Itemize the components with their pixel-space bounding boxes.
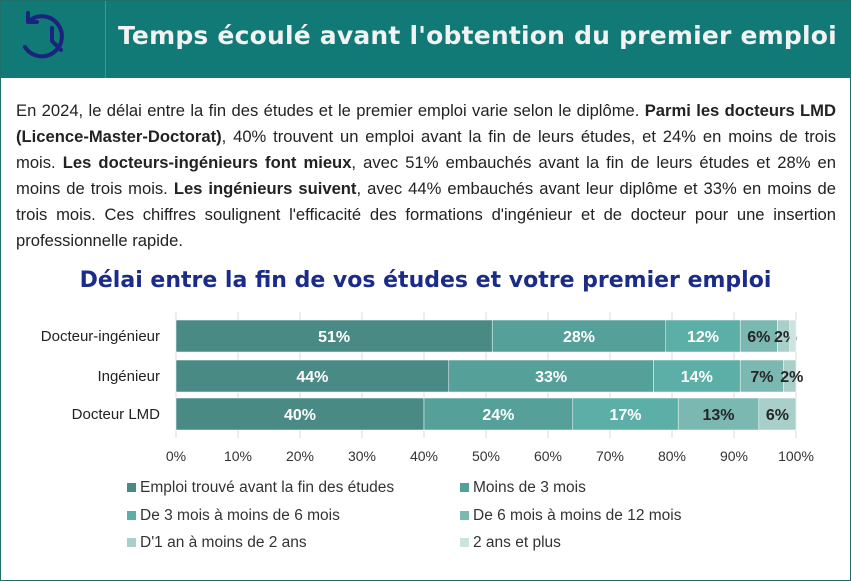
data-label: 40% [284,407,316,424]
bar-segment [739,319,778,353]
data-label: 12% [687,329,719,346]
data-label: 6% [747,329,770,346]
data-label: 6% [766,407,789,424]
data-label: 13% [702,407,734,424]
chart-title: Délai entre la fin de vos études et votr… [79,268,772,293]
legend-label: D'1 an à moins de 2 ans [140,534,307,551]
paragraph-segment: En 2024, le délai entre la fin des étude… [16,101,645,120]
x-tick-label: 40% [410,448,438,464]
bar-segment [783,359,797,393]
x-tick-label: 60% [534,448,562,464]
data-label: 28% [563,329,595,346]
legend-swatch [127,511,136,520]
data-label: 24% [482,407,514,424]
category-label: Docteur-ingénieur [41,328,160,345]
legend-swatch [127,483,136,492]
data-label: 2% [780,369,803,386]
paragraph-segment: , 40% trouvent un emploi avant la fin de… [16,127,836,172]
header: Temps écoulé avant l'obtention du premie… [1,1,850,78]
bar-segment [739,359,784,393]
data-label: 44% [296,369,328,386]
x-tick-label: 0% [166,448,186,464]
bar-segment [758,397,797,431]
bar-segment [677,397,760,431]
legend-label: De 6 mois à moins de 12 mois [473,507,682,524]
paragraph-segment: , avec 44% embauchés avant leur diplôme … [16,179,836,250]
data-label: 17% [609,407,641,424]
paragraph-segment: Les docteurs-ingénieurs font mieux [62,153,352,172]
category-label: Docteur LMD [72,406,161,423]
legend-swatch [460,538,469,547]
x-tick-label: 90% [720,448,748,464]
x-tick-label: 70% [596,448,624,464]
legend-label: Moins de 3 mois [473,479,586,496]
x-tick-label: 100% [778,448,814,464]
summary-paragraph: En 2024, le délai entre la fin des étude… [16,98,836,254]
bar-segment [175,397,425,431]
legend-label: Emploi trouvé avant la fin des études [140,479,394,496]
bar-segment [175,319,493,353]
x-tick-label: 30% [348,448,376,464]
legend-label: 2 ans et plus [473,534,561,551]
bar-segment [491,319,667,353]
bar-segment [653,359,741,393]
paragraph-segment: , avec 51% embauchés avant la fin de leu… [16,153,836,198]
data-label: 7% [750,369,773,386]
x-tick-label: 50% [472,448,500,464]
bar-segment [789,319,797,353]
legend-swatch [127,538,136,547]
paragraph-segment: Parmi les docteurs LMD (Licence-Master-D… [16,101,836,146]
data-label: 14% [681,369,713,386]
legend-swatch [460,511,469,520]
x-tick-label: 80% [658,448,686,464]
bar-segment [572,397,679,431]
history-clock-icon [1,1,106,78]
x-tick-label: 10% [224,448,252,464]
page-title: Temps écoulé avant l'obtention du premie… [118,21,837,50]
legend-swatch [460,483,469,492]
paragraph-segment: Les ingénieurs suivent [173,179,357,198]
data-label: 33% [535,369,567,386]
legend-label: De 3 mois à moins de 6 mois [140,507,340,524]
data-label: 51% [318,329,350,346]
x-tick-label: 20% [286,448,314,464]
category-label: Ingénieur [97,368,160,385]
bar-segment [665,319,741,353]
